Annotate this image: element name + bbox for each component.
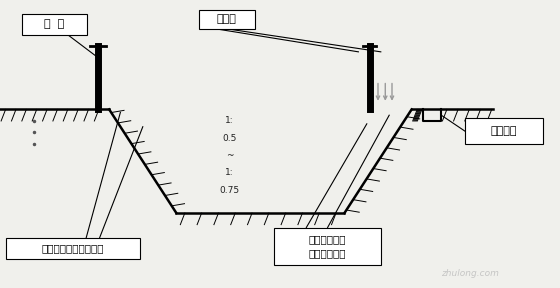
Text: 护  栏: 护 栏: [44, 20, 65, 29]
Text: 1:: 1:: [225, 168, 234, 177]
Text: 设截水沟: 设截水沟: [491, 126, 517, 136]
FancyBboxPatch shape: [199, 10, 255, 29]
Text: 设护道: 设护道: [217, 14, 237, 24]
Text: 1:: 1:: [225, 116, 234, 126]
FancyBboxPatch shape: [274, 228, 381, 265]
Text: ~: ~: [226, 151, 234, 160]
FancyBboxPatch shape: [465, 118, 543, 144]
Text: 观察坑壁边缘有无裂缝: 观察坑壁边缘有无裂缝: [41, 243, 104, 253]
Text: 0.5: 0.5: [222, 134, 237, 143]
FancyBboxPatch shape: [6, 238, 140, 259]
Text: 0.75: 0.75: [220, 185, 240, 195]
FancyBboxPatch shape: [22, 14, 87, 35]
Text: zhulong.com: zhulong.com: [441, 269, 500, 278]
Text: 观察坑壁边缘
有无松散塌落: 观察坑壁边缘 有无松散塌落: [309, 235, 346, 258]
